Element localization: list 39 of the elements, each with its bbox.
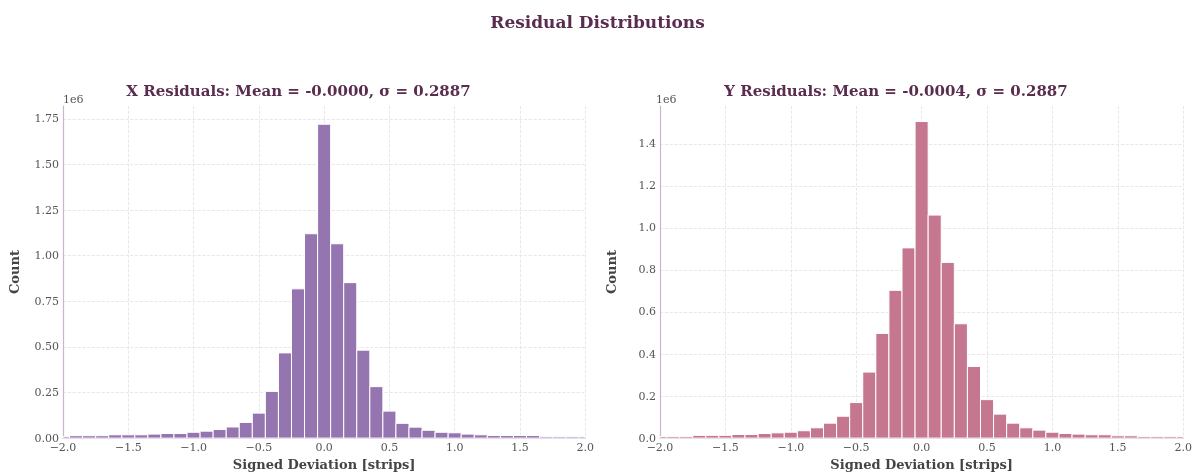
text: Residual Distributions [489,12,706,32]
y-tick-label: 0.75 [34,294,59,308]
y-tick-label: 0.8 [638,263,656,277]
y-tick-label: 1.75 [34,112,59,126]
y-tick-label: 1.00 [34,249,59,263]
y-tick-label: 0.4 [638,347,656,361]
x-tick-label: −1.0 [180,441,207,455]
x-tick-label: 0.5 [380,441,399,455]
x-tick-label: 1.5 [1109,441,1127,455]
y-tick-label: 1.2 [638,179,656,193]
text: 1e6 [63,93,84,106]
x-tick-label: 0.0 [315,441,333,455]
x-axis-title: Signed Deviation [strips] [232,457,416,472]
x-tick-label: −1.5 [114,441,142,455]
x-tick-label: −1.0 [777,441,805,455]
x-tick-label: 1.5 [511,441,529,455]
y-tick-label: 1.0 [638,221,656,235]
y-tick-label: 1.4 [638,137,656,151]
y-axis-title: Count [7,250,22,295]
y-axis-title: Count [604,250,619,295]
x-tick-label: 2.0 [1174,441,1192,455]
x-tick-label: 2.0 [576,441,594,455]
x-axis-title: Signed Deviation [strips] [830,457,1013,472]
text: 1e6 [656,93,677,106]
x-tick-label: 0.0 [912,441,931,455]
x-tick-label: −0.5 [245,441,273,455]
x-tick-label: 1.0 [445,441,464,455]
x-tick-label: 0.5 [978,441,996,455]
x-tick-label: 1.0 [1043,441,1062,455]
y-tick-label: 1.50 [34,157,59,171]
chart-title: Y Residuals: Mean = -0.0004, σ = 0.2887 [723,81,1068,100]
x-tick-label: −1.5 [712,441,739,455]
y-tick-label: 0.2 [638,389,656,403]
chart-title: X Residuals: Mean = -0.0000, σ = 0.2887 [126,81,471,100]
y-tick-label: 0.50 [34,340,59,354]
y-tick-label: 1.25 [34,203,59,217]
x-tick-label: −0.5 [842,441,870,455]
y-tick-label: 0.25 [34,385,59,399]
y-tick-label: 0.6 [638,305,656,319]
